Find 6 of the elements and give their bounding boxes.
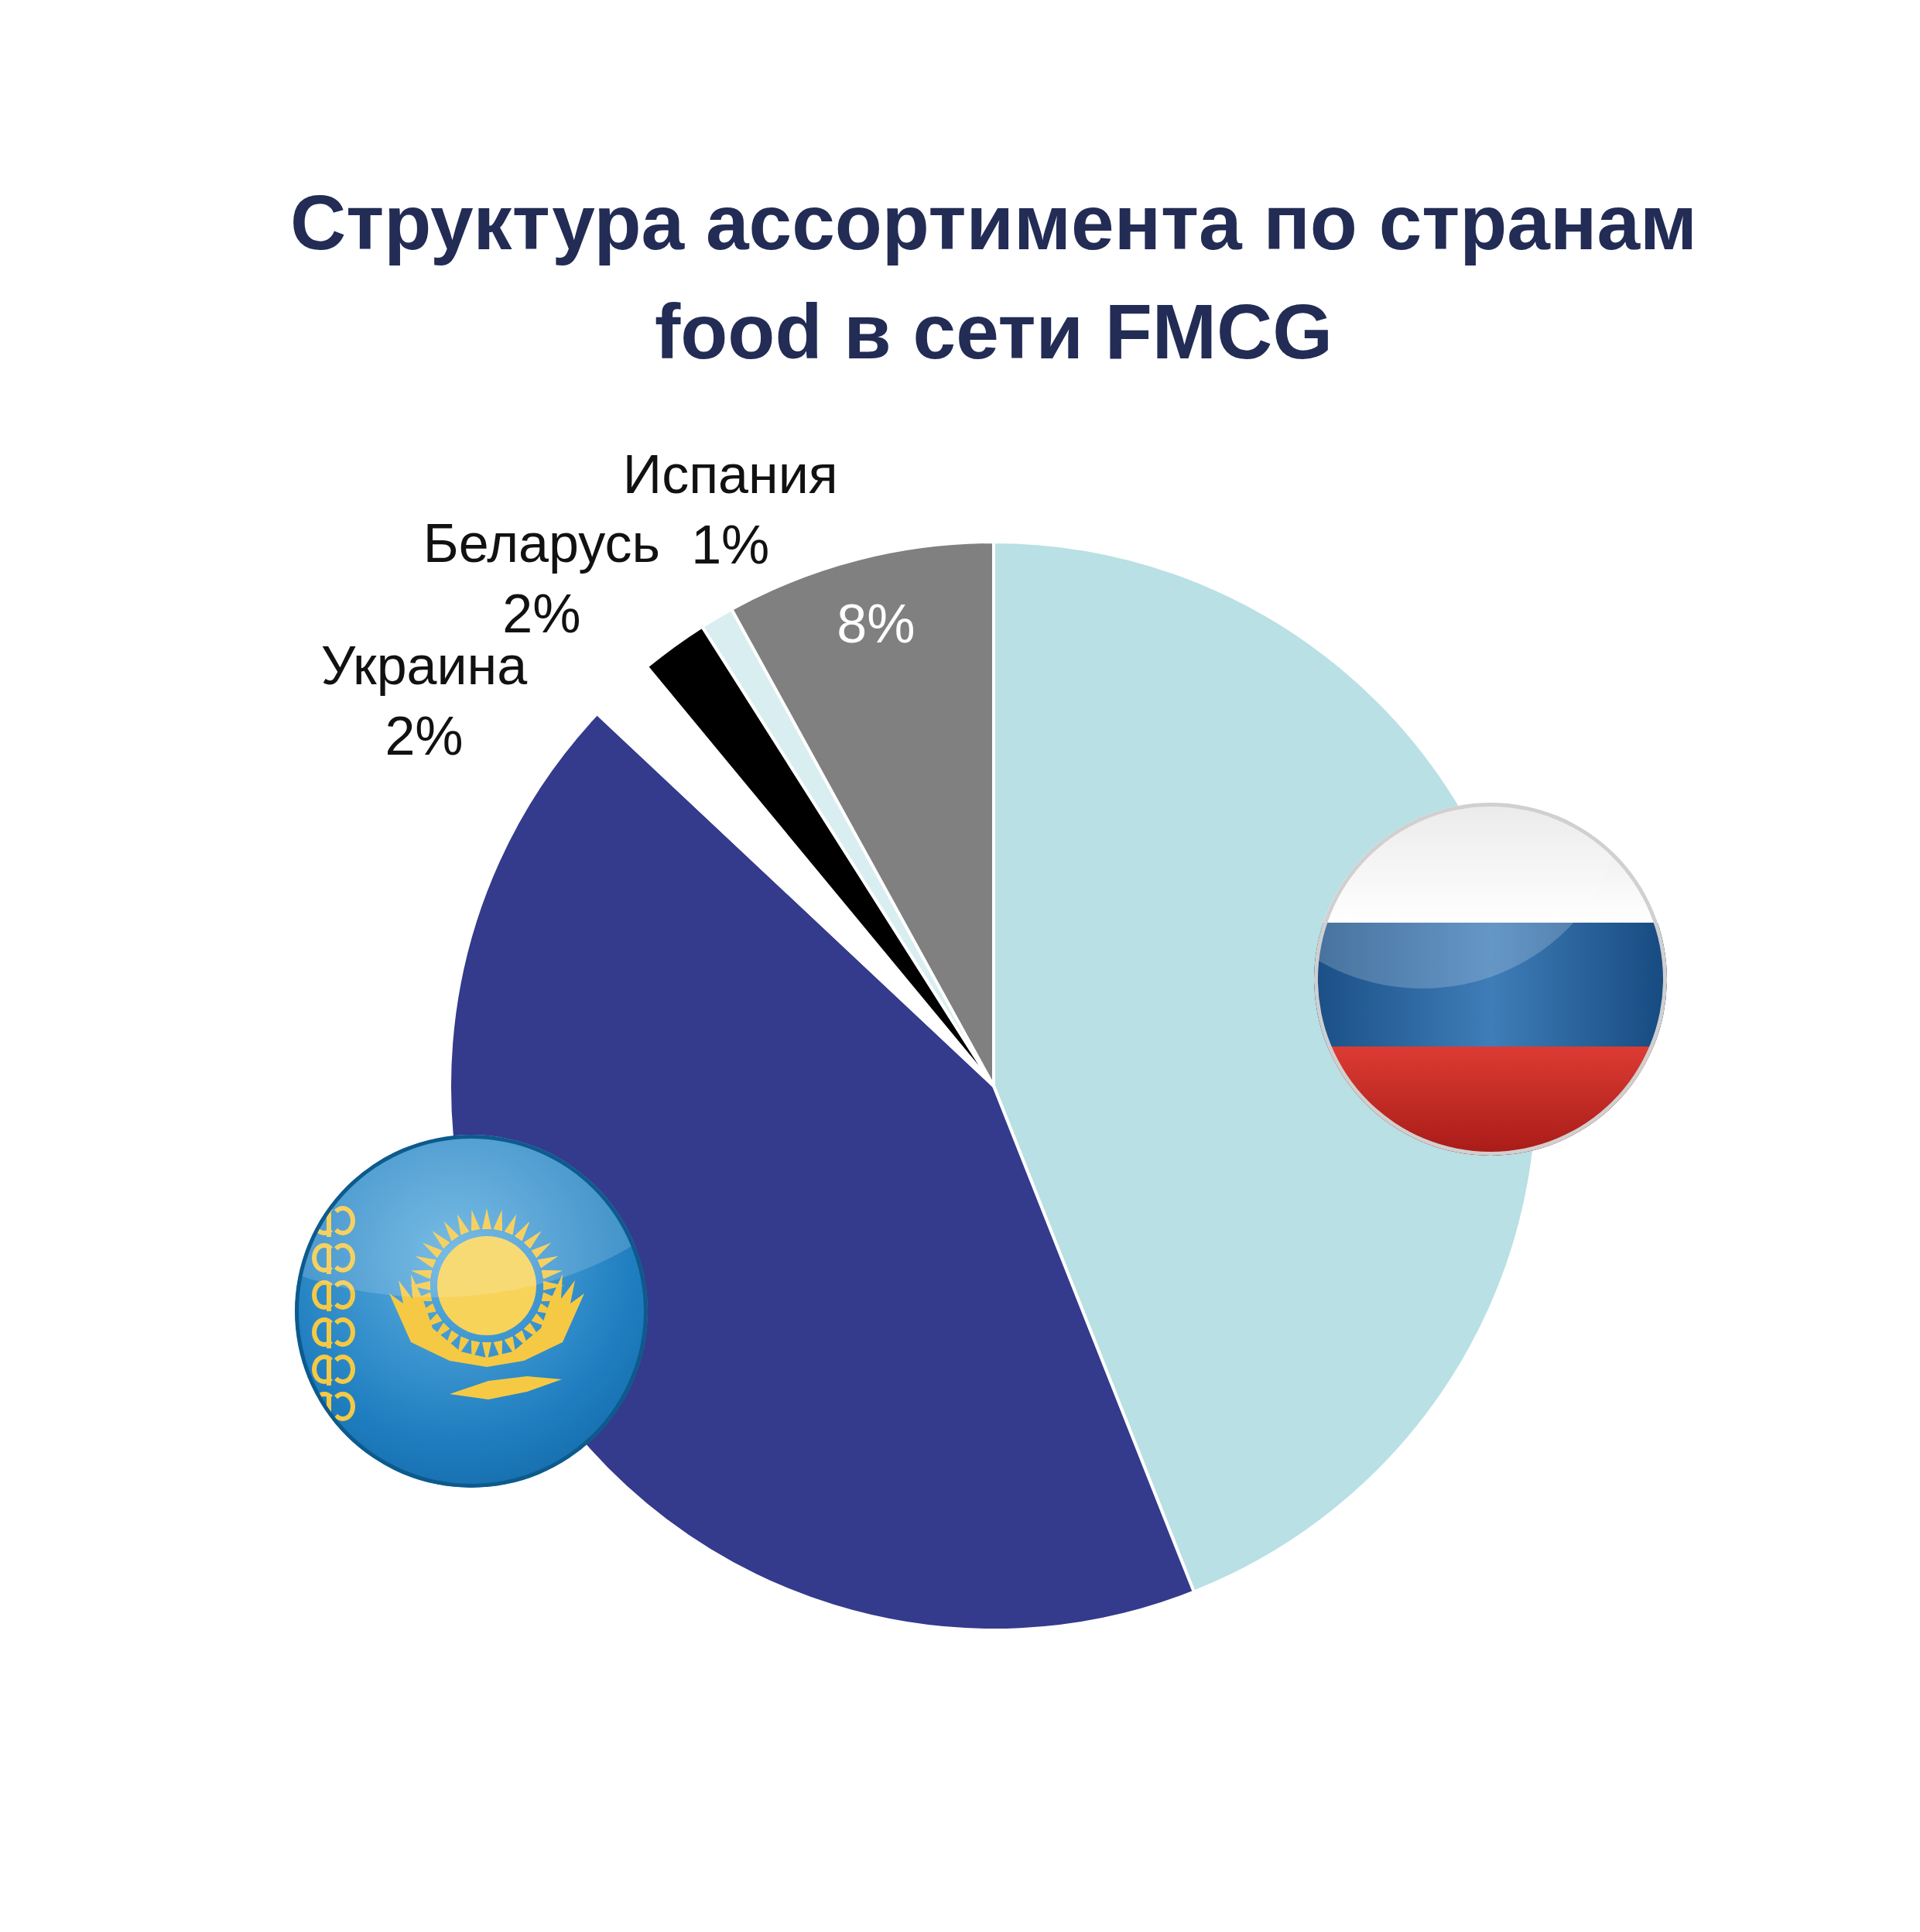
- data-label: 8%: [837, 593, 916, 654]
- chart-title: Структура ассортимента по странам food в сети FMCG: [290, 179, 1697, 375]
- slice-label: Беларусь: [423, 512, 660, 574]
- data-label: 2%: [385, 705, 464, 766]
- slice-label: Испания: [622, 444, 838, 505]
- data-label: 1%: [691, 514, 770, 575]
